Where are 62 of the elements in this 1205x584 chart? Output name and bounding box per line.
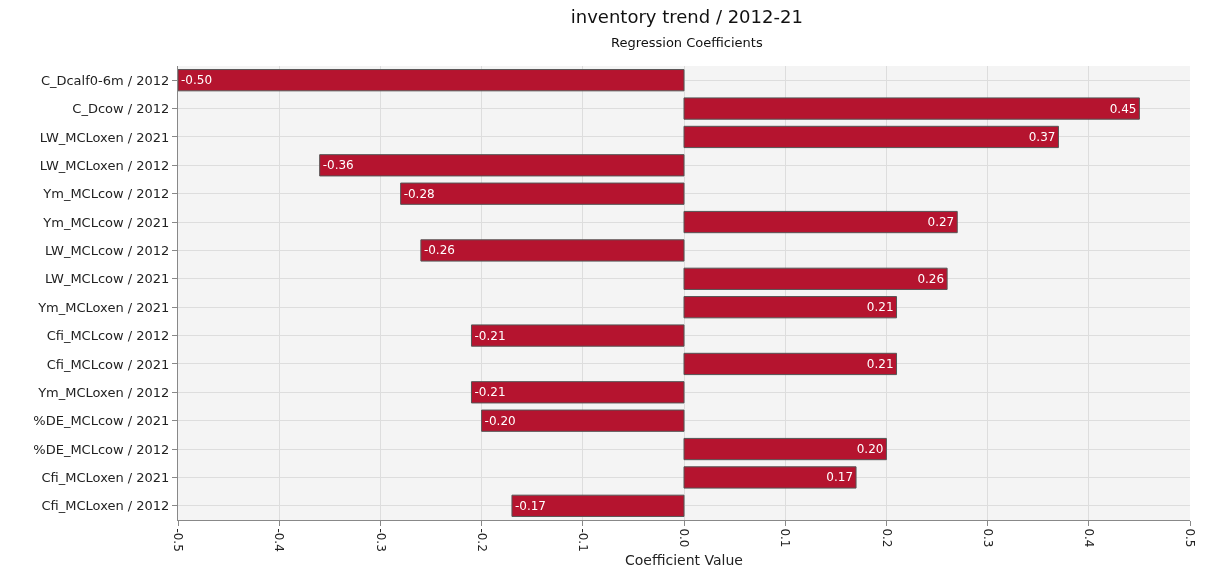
data-label: 0.21	[866, 356, 894, 371]
y-tick-label: Cfi_MCLcow / 2021	[46, 356, 170, 372]
y-tick-label: C_Dcow / 2012	[72, 101, 170, 117]
bar	[178, 69, 685, 92]
data-label: 0.17	[826, 470, 854, 485]
data-label: 0.45	[1109, 101, 1137, 116]
data-label: -0.21	[474, 385, 506, 400]
y-tick-label: %DE_MCLcow / 2021	[33, 413, 170, 429]
chart-subtitle: Regression Coefficients	[611, 34, 763, 50]
y-tick-label: LW_MCLoxen / 2012	[39, 157, 170, 173]
data-label: -0.17	[514, 498, 547, 513]
x-tick-label: 0.1	[778, 528, 793, 548]
x-tick-label: 0.2	[879, 528, 894, 548]
y-tick-label: C_Dcalf0-6m / 2012	[40, 72, 170, 88]
x-tick-label: -0.2	[474, 528, 489, 552]
x-tick-label: -0.4	[272, 528, 287, 552]
y-tick-label: LW_MCLcow / 2012	[44, 242, 170, 258]
data-label: -0.26	[423, 243, 455, 258]
bar	[683, 437, 887, 461]
y-tick-label: %DE_MCLcow / 2012	[33, 441, 170, 457]
data-label: 0.27	[927, 215, 955, 230]
y-tick-label: Ym_MCLoxen / 2012	[37, 384, 170, 400]
x-tick-label: 0.0	[677, 528, 692, 548]
x-tick-label: -0.3	[373, 528, 388, 552]
bar	[683, 352, 898, 376]
data-label: -0.21	[474, 328, 506, 343]
bar	[683, 466, 857, 489]
bar	[420, 239, 685, 262]
x-tick-label: -0.1	[575, 528, 590, 552]
x-tick-label: 0.3	[980, 528, 995, 548]
bar	[511, 494, 685, 517]
bar	[470, 324, 685, 347]
y-tick-label: Ym_MCLoxen / 2021	[37, 299, 170, 315]
y-tick-label: Ym_MCLcow / 2012	[42, 186, 170, 202]
y-tick-label: LW_MCLoxen / 2021	[39, 129, 170, 145]
bar	[319, 154, 685, 177]
y-tick-label: Cfi_MCLcow / 2012	[46, 328, 170, 344]
y-tick-label: Ym_MCLcow / 2021	[42, 214, 170, 230]
data-label: 0.20	[856, 442, 884, 457]
data-label: 0.21	[866, 300, 894, 315]
x-tick-label: 0.4	[1081, 528, 1096, 548]
bar	[683, 296, 898, 319]
y-tick-label: LW_MCLcow / 2021	[44, 271, 170, 287]
y-tick-label: Cfi_MCLoxen / 2012	[41, 498, 170, 514]
x-tick-label: -0.5	[171, 528, 186, 552]
x-axis-title: Coefficient Value	[625, 552, 743, 569]
bar	[481, 409, 685, 432]
data-label: -0.28	[403, 186, 435, 201]
bar	[683, 210, 958, 234]
data-label: -0.36	[322, 158, 354, 173]
bar	[683, 97, 1140, 120]
bar	[683, 125, 1059, 149]
data-label: 0.37	[1028, 129, 1056, 144]
y-tick-label: Cfi_MCLoxen / 2021	[41, 469, 170, 485]
x-tick-label: 0.5	[1183, 528, 1198, 548]
data-label: -0.20	[484, 413, 516, 428]
bar	[683, 267, 948, 290]
chart-title: inventory trend / 2012-21	[570, 6, 803, 28]
data-label: 0.26	[917, 271, 945, 286]
bar	[400, 182, 685, 205]
data-label: -0.50	[181, 73, 213, 88]
bar	[470, 381, 685, 404]
